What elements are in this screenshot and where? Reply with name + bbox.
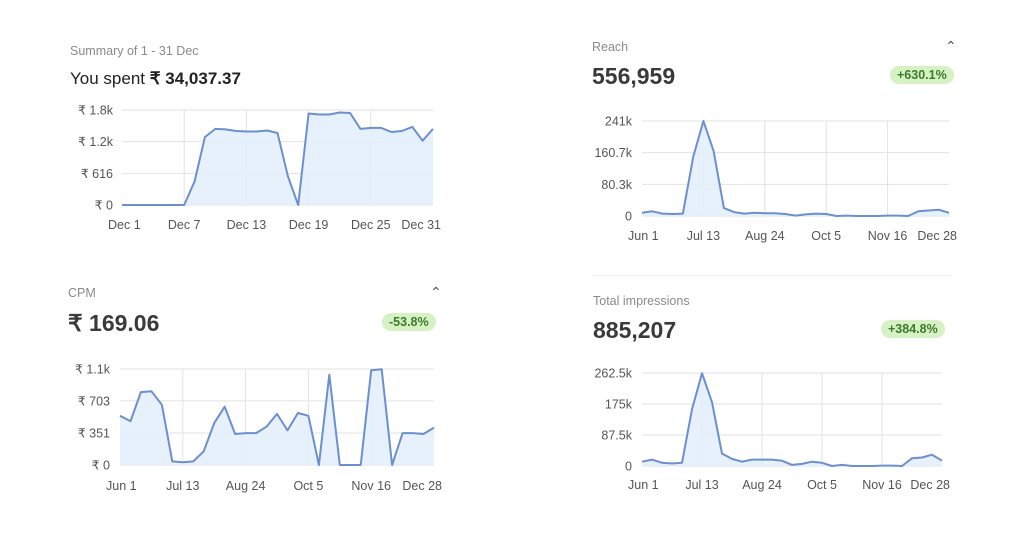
reach-line <box>641 120 950 217</box>
spend-line <box>122 111 434 206</box>
cpm-area <box>120 369 434 465</box>
impressions-change-badge: +384.8% <box>881 320 945 338</box>
x-tick-label: Dec 31 <box>401 218 441 232</box>
x-tick-label: Nov 16 <box>351 479 391 493</box>
cpm-line <box>119 368 435 466</box>
y-tick-label: 0 <box>625 210 632 224</box>
impressions-chart: 0 87.5k 175k 262.5k Jun 1 Jul 13 Aug 24 Oct 5 No… <box>594 367 950 493</box>
cpm-change-badge: -53.8% <box>382 313 436 331</box>
x-tick-label: Dec 1 <box>108 218 141 232</box>
y-tick-label: ₹ 1.1k <box>75 363 111 377</box>
x-tick-label: Dec 19 <box>289 218 329 232</box>
y-tick-label: ₹ 703 <box>78 394 110 408</box>
x-tick-label: Nov 16 <box>868 229 908 243</box>
y-tick-label: 175k <box>605 398 633 412</box>
x-tick-label: Dec 28 <box>917 229 957 243</box>
x-tick-label: Dec 25 <box>351 218 391 232</box>
x-tick-label: Jun 1 <box>106 479 137 493</box>
reach-chart: 0 80.3k 160.7k 241k Jun 1 Jul 13 Aug 24 Oct 5 No… <box>594 115 957 244</box>
spend-area <box>122 112 433 205</box>
reach-change-badge: +630.1% <box>890 66 954 84</box>
y-tick-label: ₹ 616 <box>81 167 113 181</box>
impressions-area <box>642 373 942 466</box>
x-tick-label: Dec 28 <box>910 478 950 492</box>
y-tick-label: ₹ 1.2k <box>78 135 114 149</box>
x-tick-label: Oct 5 <box>293 479 323 493</box>
divider <box>592 275 952 276</box>
x-tick-label: Dec 7 <box>168 218 201 232</box>
y-tick-label: 0 <box>625 460 632 474</box>
x-tick-label: Jul 13 <box>166 479 199 493</box>
x-tick-label: Jul 13 <box>685 478 718 492</box>
impressions-value: 885,207 <box>593 317 677 343</box>
chevron-up-icon[interactable]: ⌃ <box>945 38 957 54</box>
x-tick-label: Oct 5 <box>811 229 841 243</box>
y-tick-label: ₹ 0 <box>95 199 113 213</box>
y-tick-label: ₹ 1.8k <box>78 104 114 118</box>
y-tick-label: 87.5k <box>601 429 632 443</box>
impressions-line <box>641 372 943 467</box>
x-tick-label: Dec 28 <box>402 479 442 493</box>
x-tick-label: Jul 13 <box>687 229 720 243</box>
x-tick-label: Oct 5 <box>807 478 837 492</box>
x-tick-label: Aug 24 <box>745 229 785 243</box>
y-tick-label: ₹ 351 <box>78 427 110 441</box>
spend-total: You spent ₹ 34,037.37 <box>70 69 241 89</box>
cpm-label: CPM <box>68 286 96 300</box>
chevron-up-icon[interactable]: ⌃ <box>430 284 442 300</box>
impressions-label: Total impressions <box>593 294 690 308</box>
y-tick-label: 262.5k <box>594 367 632 381</box>
reach-label: Reach <box>592 40 629 54</box>
cpm-value: ₹ 169.06 <box>68 310 160 336</box>
spend-chart: ₹ 0 ₹ 616 ₹ 1.2k ₹ 1.8k Dec 1 Dec 7 Dec 13 Dec … <box>78 104 441 233</box>
x-tick-label: Nov 16 <box>862 478 902 492</box>
spend-amount: ₹ 34,037.37 <box>149 69 241 88</box>
x-tick-label: Jun 1 <box>628 229 659 243</box>
y-tick-label: 80.3k <box>601 178 632 192</box>
summary-label: Summary of 1 - 31 Dec <box>70 44 199 58</box>
x-tick-label: Dec 13 <box>227 218 267 232</box>
x-tick-label: Aug 24 <box>226 479 266 493</box>
x-tick-label: Jun 1 <box>628 478 659 492</box>
reach-area <box>642 121 949 216</box>
y-tick-label: 160.7k <box>594 146 632 160</box>
spend-prefix: You spent <box>70 69 145 88</box>
cpm-chart: ₹ 0 ₹ 351 ₹ 703 ₹ 1.1k Jun 1 Jul 13 Aug 24 Oct … <box>75 363 442 494</box>
y-tick-label: ₹ 0 <box>92 459 110 473</box>
reach-value: 556,959 <box>592 63 676 89</box>
y-tick-label: 241k <box>605 115 633 129</box>
x-tick-label: Aug 24 <box>742 478 782 492</box>
